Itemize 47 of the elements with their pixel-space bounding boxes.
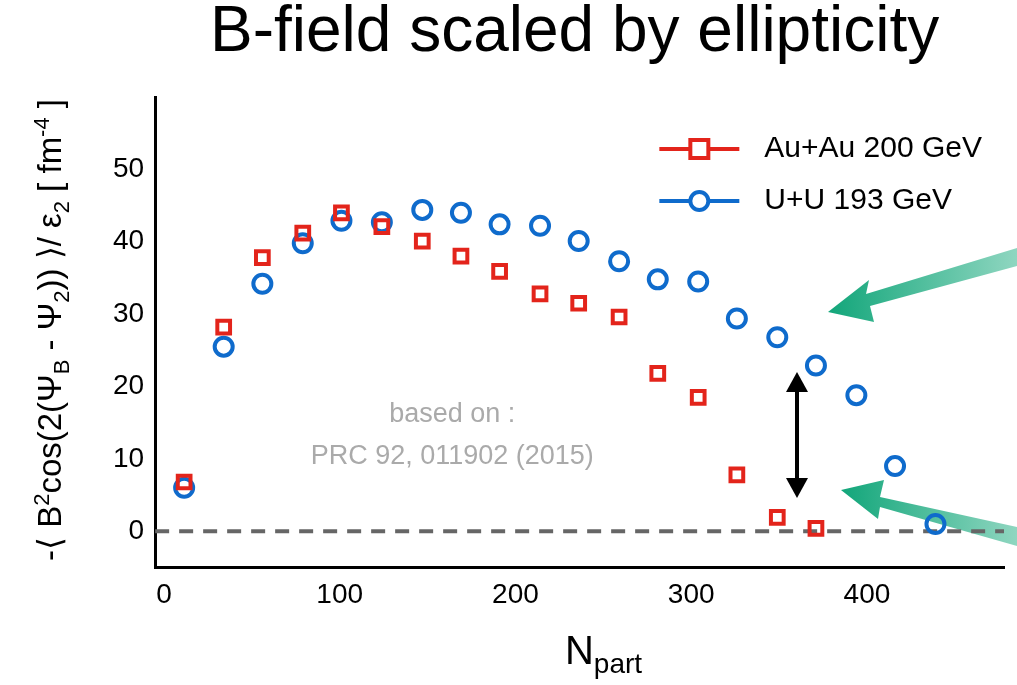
- annotation: based on :: [389, 398, 516, 429]
- point: [529, 214, 552, 237]
- x-tick-label: 100: [316, 577, 364, 609]
- y-tick-label: 40: [112, 224, 145, 256]
- y-tick-label: 10: [112, 441, 145, 473]
- point: [807, 519, 825, 537]
- x-tick-label: 300: [667, 577, 715, 609]
- point: [488, 213, 511, 236]
- point: [768, 509, 786, 526]
- point: [215, 318, 233, 336]
- point: [610, 308, 628, 326]
- y-tick-label: 0: [128, 513, 145, 545]
- point: [570, 294, 588, 312]
- point: [449, 201, 472, 224]
- y-tick-label: 30: [112, 296, 145, 328]
- point: [689, 388, 707, 406]
- x-axis-title: N$_{part}$: [563, 628, 644, 680]
- point: [924, 512, 947, 535]
- point: [251, 272, 274, 295]
- point: [413, 232, 431, 250]
- point: [845, 384, 868, 407]
- chart-title: B-field scaled by ellipticity: [210, 0, 940, 66]
- point: [411, 198, 434, 221]
- point: [649, 365, 667, 382]
- point: [728, 466, 746, 484]
- legend-label: Au+Au 200 GeV: [764, 130, 983, 164]
- point: [491, 263, 508, 280]
- point: [687, 270, 710, 293]
- point: [725, 307, 748, 330]
- point: [766, 326, 789, 349]
- x-tick-label: 0: [156, 577, 172, 609]
- point: [253, 249, 271, 267]
- point: [567, 230, 590, 253]
- legend-label: U+U 193 GeV: [764, 182, 952, 216]
- x-tick-label: 400: [843, 577, 891, 609]
- point: [646, 268, 669, 291]
- point: [608, 250, 631, 273]
- point: [884, 455, 907, 478]
- point: [804, 354, 827, 377]
- x-tick-label: 200: [492, 577, 539, 609]
- point: [452, 247, 470, 265]
- point: [531, 285, 549, 303]
- point: [294, 224, 312, 242]
- y-tick-label: 50: [112, 152, 145, 184]
- point: [212, 335, 235, 358]
- y-tick-label: 20: [112, 369, 145, 401]
- annotation: PRC 92, 011902 (2015): [310, 440, 594, 471]
